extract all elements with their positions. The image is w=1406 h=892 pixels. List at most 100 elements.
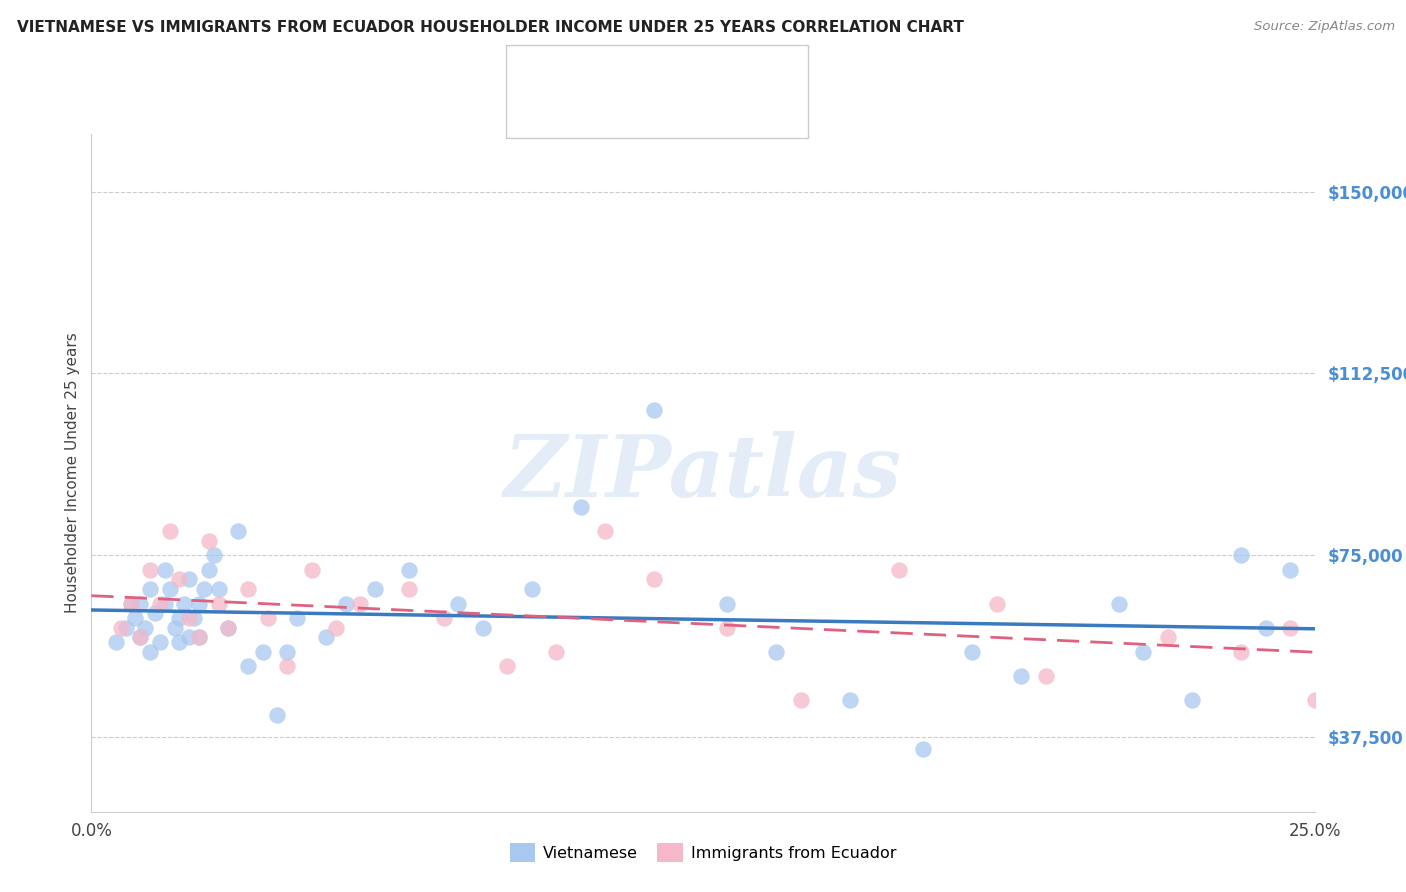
Point <box>163 621 186 635</box>
Point <box>301 563 323 577</box>
Point <box>349 597 371 611</box>
Point <box>179 611 201 625</box>
Point <box>226 524 249 538</box>
Point <box>364 582 387 596</box>
Point <box>335 597 357 611</box>
Point <box>398 563 420 577</box>
Point <box>129 631 152 645</box>
Point <box>120 597 142 611</box>
Point <box>159 524 181 538</box>
Text: ZIPatlas: ZIPatlas <box>503 431 903 515</box>
Point <box>188 631 211 645</box>
Point <box>217 621 239 635</box>
Point <box>110 621 132 635</box>
Point <box>217 621 239 635</box>
Point <box>765 645 787 659</box>
Point <box>149 635 172 649</box>
Point <box>643 572 665 586</box>
Point <box>149 597 172 611</box>
Point <box>143 606 166 620</box>
Point <box>252 645 274 659</box>
Point <box>1132 645 1154 659</box>
Point <box>447 597 470 611</box>
Text: R =: R = <box>569 70 607 88</box>
Point <box>285 611 308 625</box>
Point <box>716 621 738 635</box>
Point <box>471 621 494 635</box>
Point <box>173 597 195 611</box>
Point <box>496 659 519 673</box>
Point <box>1303 693 1326 707</box>
Point <box>276 645 298 659</box>
Text: R =: R = <box>569 108 613 126</box>
Point <box>207 582 229 596</box>
Point <box>266 707 288 722</box>
Point <box>986 597 1008 611</box>
Y-axis label: Householder Income Under 25 years: Householder Income Under 25 years <box>65 333 80 613</box>
Point <box>169 572 191 586</box>
Point <box>1157 631 1180 645</box>
Point <box>643 402 665 417</box>
Point <box>790 693 813 707</box>
Point <box>139 582 162 596</box>
Text: 0.115: 0.115 <box>605 108 659 126</box>
Point <box>139 563 162 577</box>
Point <box>202 548 225 562</box>
Point <box>120 597 142 611</box>
Text: 0.326: 0.326 <box>605 70 659 88</box>
Point <box>960 645 983 659</box>
Point <box>716 597 738 611</box>
Point <box>256 611 278 625</box>
Point <box>1230 548 1253 562</box>
Legend: Vietnamese, Immigrants from Ecuador: Vietnamese, Immigrants from Ecuador <box>503 837 903 868</box>
Point <box>124 611 146 625</box>
Point <box>1010 669 1032 683</box>
Text: Source: ZipAtlas.com: Source: ZipAtlas.com <box>1254 20 1395 33</box>
Point <box>198 533 221 548</box>
Point <box>520 582 543 596</box>
Text: N =: N = <box>658 70 697 88</box>
Point <box>569 500 592 514</box>
Point <box>433 611 456 625</box>
Point <box>104 635 127 649</box>
Text: VIETNAMESE VS IMMIGRANTS FROM ECUADOR HOUSEHOLDER INCOME UNDER 25 YEARS CORRELAT: VIETNAMESE VS IMMIGRANTS FROM ECUADOR HO… <box>17 20 963 35</box>
Point <box>169 611 191 625</box>
Text: 33: 33 <box>693 108 717 126</box>
Point <box>179 572 201 586</box>
Point <box>1230 645 1253 659</box>
Point <box>129 597 152 611</box>
Point <box>134 621 156 635</box>
Point <box>139 645 162 659</box>
Point <box>1035 669 1057 683</box>
Point <box>398 582 420 596</box>
Point <box>912 741 935 756</box>
Point <box>183 611 205 625</box>
Point <box>546 645 568 659</box>
Point <box>1279 621 1302 635</box>
Text: N =: N = <box>658 108 697 126</box>
Point <box>188 631 211 645</box>
Point <box>325 621 347 635</box>
Point <box>169 635 191 649</box>
Point <box>129 631 152 645</box>
Point <box>236 582 259 596</box>
Point <box>887 563 910 577</box>
Point <box>276 659 298 673</box>
Point <box>1181 693 1204 707</box>
Point <box>179 631 201 645</box>
Point <box>188 597 211 611</box>
Point <box>315 631 337 645</box>
Point <box>236 659 259 673</box>
Point <box>193 582 215 596</box>
Point <box>114 621 136 635</box>
Point <box>1279 563 1302 577</box>
Point <box>1108 597 1130 611</box>
Point <box>153 597 176 611</box>
Text: 55: 55 <box>693 70 717 88</box>
Point <box>1254 621 1277 635</box>
Point <box>593 524 616 538</box>
Point <box>159 582 181 596</box>
Point <box>838 693 860 707</box>
Point <box>198 563 221 577</box>
Point <box>207 597 229 611</box>
